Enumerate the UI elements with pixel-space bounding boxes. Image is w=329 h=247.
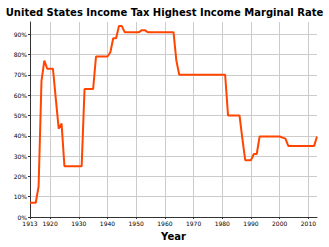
svg-text:10%: 10% — [14, 193, 28, 200]
svg-text:2000: 2000 — [272, 220, 287, 227]
svg-text:1913: 1913 — [22, 220, 37, 227]
svg-text:1940: 1940 — [100, 220, 115, 227]
svg-text:2010: 2010 — [301, 220, 316, 227]
svg-text:90%: 90% — [14, 31, 28, 38]
svg-text:Year: Year — [160, 231, 186, 242]
svg-text:1920: 1920 — [42, 220, 57, 227]
svg-text:1980: 1980 — [215, 220, 230, 227]
svg-text:0%: 0% — [17, 213, 27, 221]
svg-text:20%: 20% — [14, 173, 28, 180]
svg-text:United States Income Tax Highe: United States Income Tax Highest Income … — [6, 7, 324, 18]
svg-text:1960: 1960 — [157, 220, 172, 227]
svg-text:70%: 70% — [14, 71, 28, 78]
svg-text:50%: 50% — [14, 112, 28, 119]
svg-text:80%: 80% — [14, 51, 28, 58]
svg-text:1970: 1970 — [186, 220, 201, 227]
svg-text:1990: 1990 — [243, 220, 258, 227]
svg-text:40%: 40% — [14, 132, 28, 139]
svg-text:1930: 1930 — [71, 220, 86, 227]
svg-text:1950: 1950 — [129, 220, 144, 227]
svg-text:60%: 60% — [14, 92, 28, 99]
svg-text:30%: 30% — [14, 153, 28, 160]
